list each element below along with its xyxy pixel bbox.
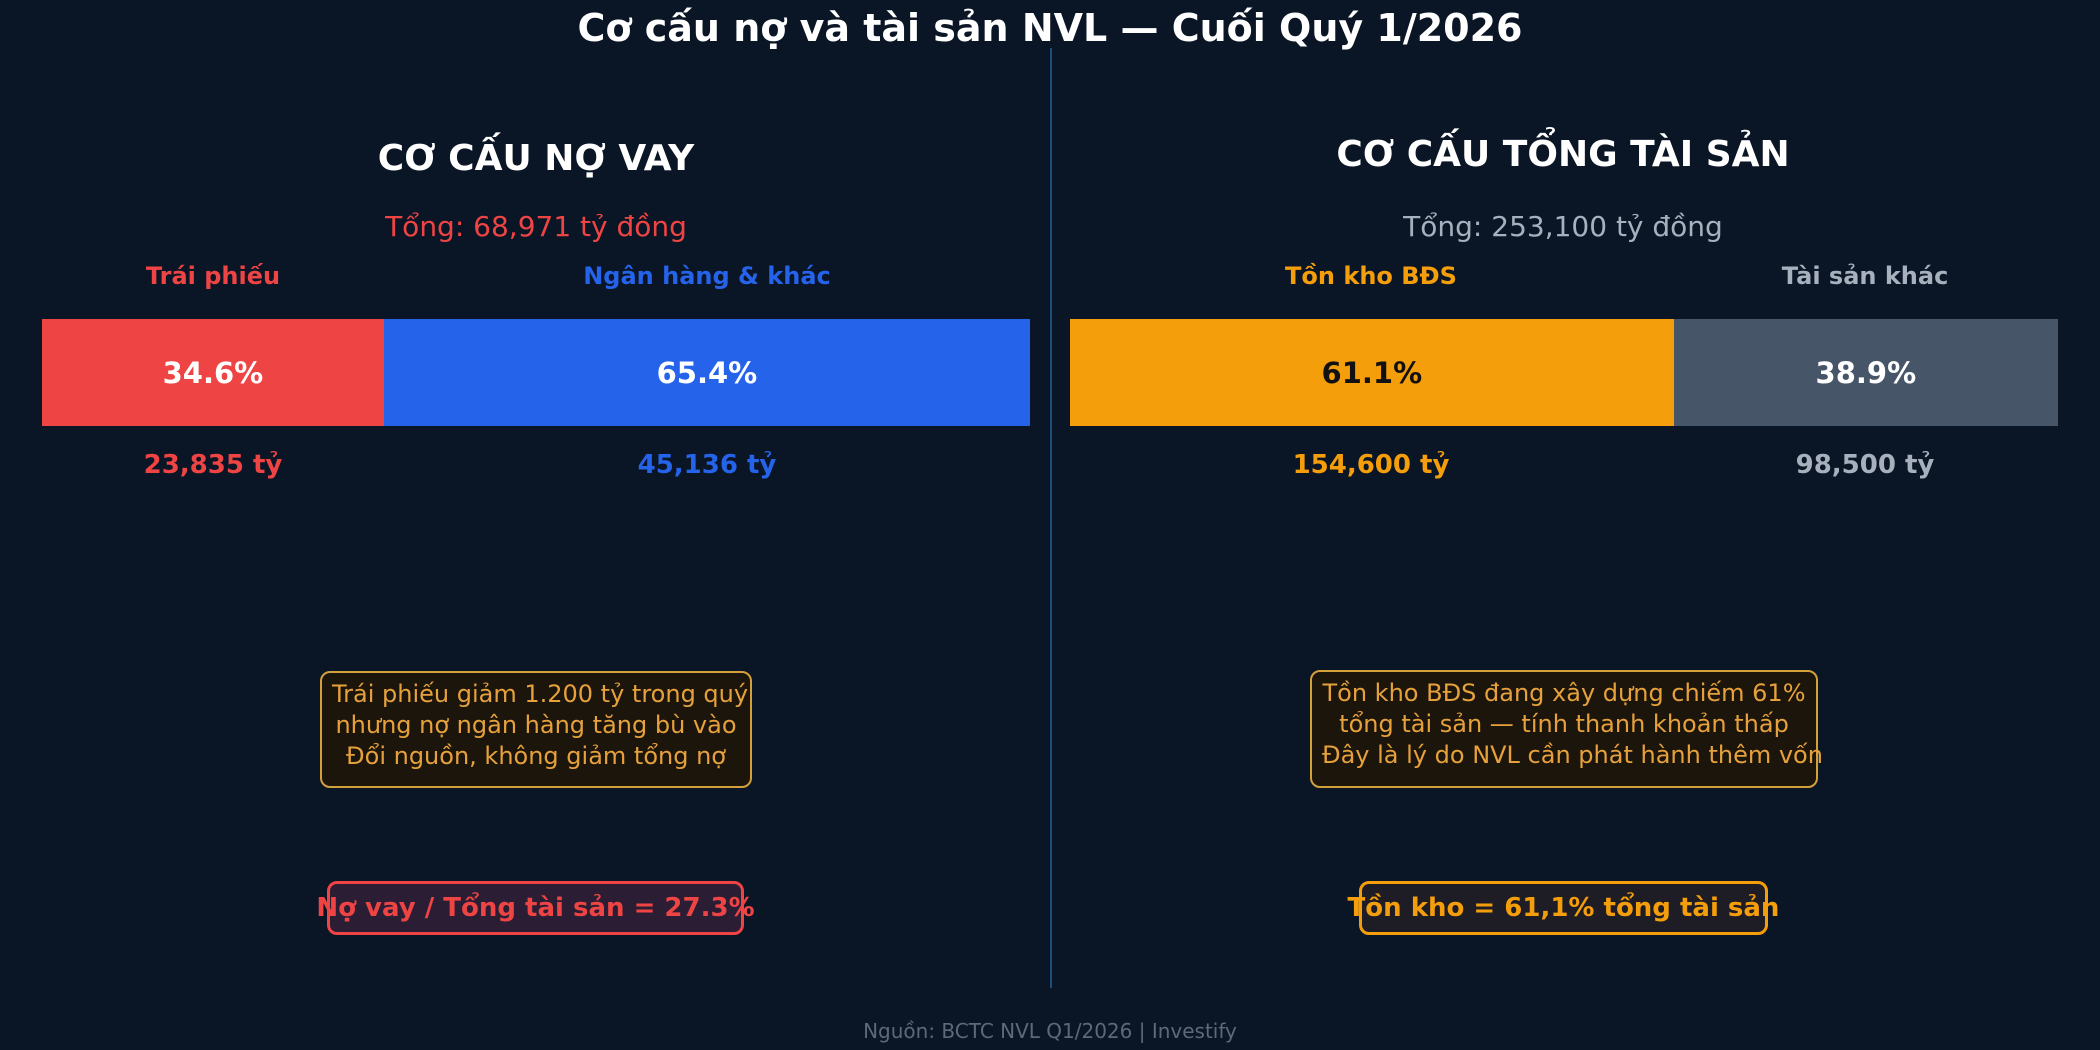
asset-total-label: Tổng: 253,100 tỷ đồng bbox=[1403, 210, 1723, 243]
chart-title: Cơ cấu nợ và tài sản NVL — Cuối Quý 1/20… bbox=[577, 6, 1523, 50]
asset-note-line-2: tổng tài sản — tính thanh khoản thấp bbox=[1339, 710, 1789, 738]
debt-note-box: Trái phiếu giảm 1.200 tỷ trong quý nhưng… bbox=[320, 671, 752, 788]
inventory-bar-segment: 61.1% bbox=[1070, 319, 1674, 426]
debt-stacked-bar: 34.6% 65.4% bbox=[42, 319, 1030, 426]
bank-segment-label: Ngân hàng & khác bbox=[583, 262, 831, 290]
debt-ratio-badge: Nợ vay / Tổng tài sản = 27.3% bbox=[316, 881, 755, 935]
asset-note-line-3: Đây là lý do NVL cần phát hành thêm vốn bbox=[1322, 741, 1823, 769]
bank-bar-segment: 65.4% bbox=[383, 319, 1030, 426]
source-footer: Nguồn: BCTC NVL Q1/2026 | Investify bbox=[863, 1019, 1237, 1043]
other-assets-segment-label: Tài sản khác bbox=[1781, 262, 1949, 290]
bond-bar-segment: 34.6% bbox=[42, 319, 384, 426]
asset-note-line-1: Tồn kho BĐS đang xây dựng chiếm 61% bbox=[1322, 679, 1806, 707]
bond-segment-label: Trái phiếu bbox=[145, 262, 281, 290]
panel-divider bbox=[1050, 48, 1052, 988]
debt-total-label: Tổng: 68,971 tỷ đồng bbox=[385, 210, 687, 243]
debt-panel-title: CƠ CẤU NỢ VAY bbox=[377, 138, 695, 179]
inventory-ratio-badge: Tồn kho = 61,1% tổng tài sản bbox=[1348, 881, 1779, 935]
debt-note-line-3: Đổi nguồn, không giảm tổng nợ bbox=[346, 742, 726, 770]
asset-note-box: Tồn kho BĐS đang xây dựng chiếm 61% tổng… bbox=[1310, 670, 1823, 788]
debt-note-line-2: nhưng nợ ngân hàng tăng bù vào bbox=[335, 711, 737, 739]
inventory-value-label: 154,600 tỷ bbox=[1292, 450, 1450, 480]
other-assets-bar-segment: 38.9% bbox=[1673, 319, 2058, 426]
other-assets-value-label: 98,500 tỷ bbox=[1795, 450, 1935, 480]
asset-stacked-bar: 61.1% 38.9% bbox=[1070, 319, 2058, 426]
bond-value-label: 23,835 tỷ bbox=[143, 450, 283, 480]
debt-note-line-1: Trái phiếu giảm 1.200 tỷ trong quý bbox=[332, 680, 749, 708]
bank-value-label: 45,136 tỷ bbox=[637, 450, 777, 480]
inventory-segment-label: Tồn kho BĐS bbox=[1285, 262, 1457, 290]
asset-panel-title: CƠ CẤU TỔNG TÀI SẢN bbox=[1336, 134, 1790, 175]
